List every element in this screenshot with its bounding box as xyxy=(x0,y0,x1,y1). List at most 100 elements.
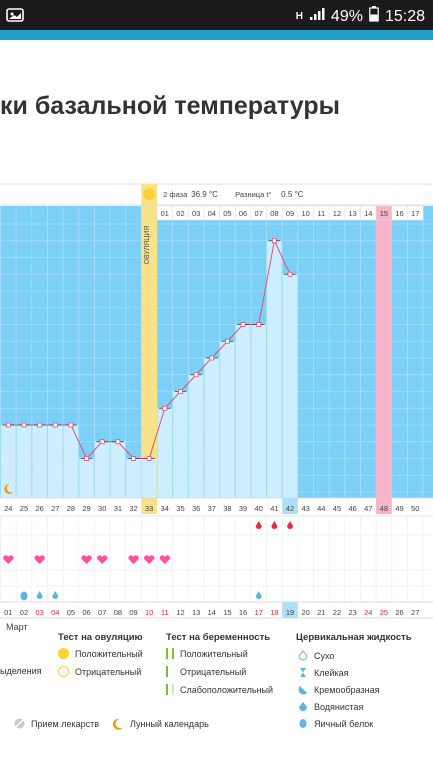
legend-discharge: ыделения xyxy=(0,666,42,676)
cycle-day-label: 09 xyxy=(286,209,294,218)
temp-point[interactable] xyxy=(52,422,58,428)
date-label: 01 xyxy=(4,608,12,617)
bbt-chart-svg[interactable]: ОВУЛЯЦИЯ 01 02 03 04 05 06 07 08 09 10 11 12 13 14 15 16… xyxy=(0,150,433,630)
date-label: 27 xyxy=(411,608,419,617)
app-bar xyxy=(0,30,433,40)
day-number-label: 47 xyxy=(364,504,372,513)
cycle-day-label: 01 xyxy=(161,209,169,218)
temp-point[interactable] xyxy=(162,405,168,411)
temp-point[interactable] xyxy=(37,422,43,428)
legend-lunar-label: Лунный календарь xyxy=(130,719,209,729)
legend-medicine: Прием лекарств xyxy=(14,718,99,729)
temp-point[interactable] xyxy=(209,355,215,361)
legend-pregnancy-weak: Слабоположительный xyxy=(166,684,273,695)
legend-ovulation-positive: Положительный xyxy=(58,648,143,659)
ovulation-label: ОВУЛЯЦИЯ xyxy=(144,225,151,264)
cycle-day-label: 10 xyxy=(302,209,310,218)
date-label: 18 xyxy=(270,608,278,617)
oval-drop-icon xyxy=(299,719,307,728)
day-number-label: 33 xyxy=(145,504,153,513)
temp-point[interactable] xyxy=(193,372,199,378)
temp-bar xyxy=(110,441,126,498)
temp-point[interactable] xyxy=(131,456,136,461)
date-label: 06 xyxy=(82,608,90,617)
heart-icon xyxy=(128,555,139,564)
faint-bar-icon xyxy=(166,684,174,695)
cycle-day-label: 04 xyxy=(208,209,216,218)
diff-label: Разница t° xyxy=(235,190,271,199)
legend-pregnancy-negative: Отрицательный xyxy=(166,666,246,677)
temp-bar xyxy=(220,341,235,498)
day-number-label: 25 xyxy=(20,504,28,513)
legend-pregnancy-positive: Положительный xyxy=(166,648,248,659)
pill-icon xyxy=(14,718,25,729)
chart-legend: ыделения Март Тест на овуляцию Положител… xyxy=(0,622,433,770)
date-label: 17 xyxy=(255,608,263,617)
drop-icon xyxy=(299,702,307,711)
day-number-label: 28 xyxy=(67,504,75,513)
legend-cervical-title: Цервикальная жидкость xyxy=(296,632,412,643)
temp-point[interactable] xyxy=(240,322,246,327)
cycle-day-label: 07 xyxy=(255,209,263,218)
temp-point[interactable] xyxy=(256,322,262,327)
cycle-day-label: 11 xyxy=(317,209,325,218)
temp-bar xyxy=(267,240,282,498)
temp-bar xyxy=(188,374,204,498)
bbt-chart[interactable]: ОВУЛЯЦИЯ 01 02 03 04 05 06 07 08 09 10 11 12 13 14 15 16… xyxy=(0,150,433,630)
signal-icon xyxy=(309,7,325,26)
heart-icon xyxy=(143,555,155,564)
day-number-label: 40 xyxy=(255,504,263,513)
status-bar: H 49% 15:28 xyxy=(0,0,433,30)
temp-point[interactable] xyxy=(178,389,183,394)
empty-drop-icon xyxy=(298,650,308,661)
legend-pregnancy-weak-label: Слабоположительный xyxy=(180,684,274,695)
day-number-label: 46 xyxy=(348,504,356,513)
temp-point[interactable] xyxy=(5,422,11,428)
ovulation-positive-icon xyxy=(143,188,156,200)
legend-cervical-sticky: Клейкая xyxy=(298,667,349,678)
legend-pregnancy-test-title: Тест на беременность xyxy=(166,632,271,643)
temp-point[interactable] xyxy=(21,422,27,428)
temp-point[interactable] xyxy=(68,422,74,428)
temp-point[interactable] xyxy=(271,238,277,244)
page-title: ки базальной температуры xyxy=(0,92,340,120)
legend-cervical-creamy: Кремообразная xyxy=(298,684,380,695)
legend-ovulation-test-title: Тест на овуляцию xyxy=(58,632,143,643)
legend-cervical-sticky-label: Клейкая xyxy=(314,667,349,678)
temp-bar xyxy=(63,425,79,498)
date-label: 13 xyxy=(192,608,200,617)
legend-ovulation-negative: Отрицательный xyxy=(58,666,141,677)
legend-pregnancy-positive-label: Положительный xyxy=(180,648,248,659)
temp-bar xyxy=(251,324,267,498)
day-number-label: 32 xyxy=(129,504,137,513)
temp-bar xyxy=(79,458,94,498)
temp-bar xyxy=(1,425,16,498)
temp-point[interactable] xyxy=(225,338,230,344)
legend-medicine-label: Прием лекарств xyxy=(31,718,100,729)
legend-cervical-watery: Водянистая xyxy=(298,701,363,712)
phase-label: 2 фаза xyxy=(163,190,188,199)
day-number-label: 34 xyxy=(161,504,169,513)
temp-point[interactable] xyxy=(287,271,293,277)
day-number-label: 45 xyxy=(333,504,341,513)
day-number-label: 26 xyxy=(35,504,43,513)
cycle-day-label: 15 xyxy=(380,209,388,218)
day-number-label: 30 xyxy=(98,504,106,513)
temp-point[interactable] xyxy=(84,456,89,461)
highlight-day-column xyxy=(376,206,392,498)
cycle-day-label: 17 xyxy=(411,209,419,218)
day-number-label: 44 xyxy=(317,504,325,513)
cycle-day-label: 12 xyxy=(333,209,341,218)
day-number-label: 50 xyxy=(411,504,419,513)
temp-point[interactable] xyxy=(115,439,121,445)
cycle-day-label: 08 xyxy=(270,209,278,218)
network-type-label: H xyxy=(295,11,303,22)
temp-point[interactable] xyxy=(146,456,152,461)
temp-point[interactable] xyxy=(99,439,105,445)
date-label: 05 xyxy=(67,608,75,617)
temp-bar xyxy=(235,324,251,498)
day-number-label: 35 xyxy=(176,504,184,513)
blood-drop-icon xyxy=(271,521,278,529)
yellow-circle-icon xyxy=(58,648,69,659)
legend-month-label: Март xyxy=(6,622,28,632)
